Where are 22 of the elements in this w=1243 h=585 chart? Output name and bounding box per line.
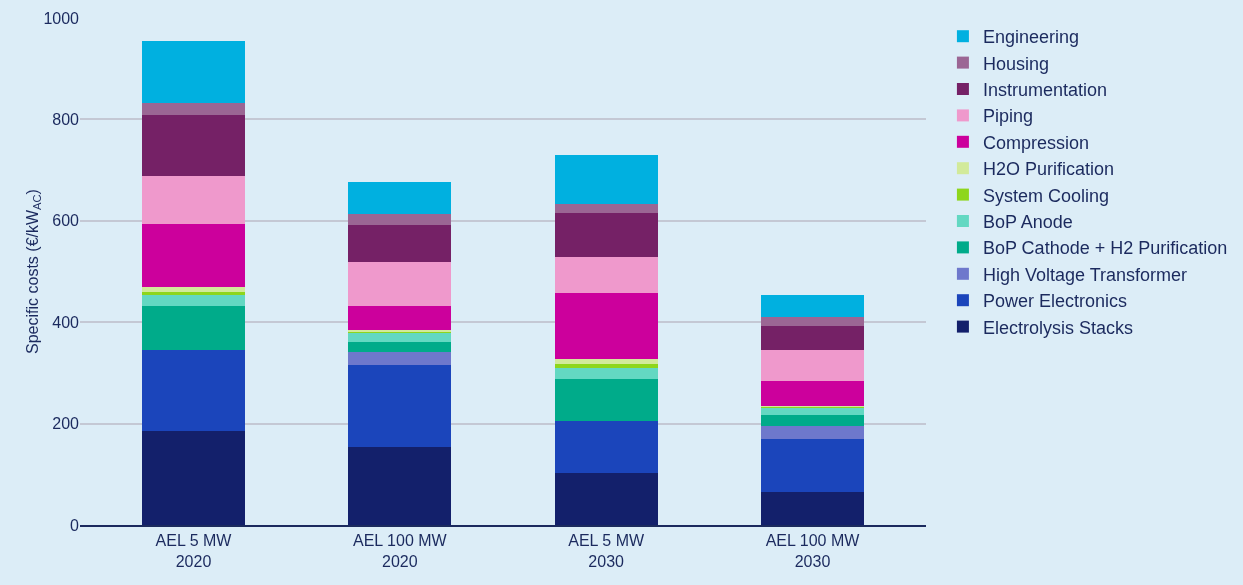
legend-label: Engineering [982, 27, 1079, 48]
legend-label: Electrolysis Stacks [982, 317, 1133, 338]
legend-label: BoP Anode [982, 212, 1073, 233]
legend-label: Instrumentation [982, 80, 1107, 101]
x-tick-label: AEL 5 MW 2030 [568, 532, 645, 570]
legend-label: BoP Cathode + H2 Purification [982, 238, 1228, 259]
y-tick-label: 800 [52, 111, 80, 128]
legend-label: System Cooling [982, 185, 1109, 206]
legend-label: Piping [982, 106, 1033, 127]
x-tick-label: AEL 100 MW 2020 [352, 532, 448, 570]
x-tick-label: AEL 5 MW 2020 [155, 532, 233, 570]
y-tick-label: 600 [52, 212, 80, 230]
legend-label: Compression [982, 132, 1089, 153]
legend-label: Housing [982, 53, 1049, 74]
legend-label: High Voltage Transformer [982, 264, 1188, 285]
y-tick-label: 0 [70, 516, 80, 534]
x-tick-label: AEL 100 MW 2030 [765, 532, 861, 570]
y-tick-label: 200 [52, 415, 80, 433]
y-tick-label: 1000 [43, 9, 80, 27]
y-tick-label: 400 [52, 313, 80, 331]
legend-label: H2O Purification [982, 159, 1114, 180]
legend-label: Power Electronics [982, 291, 1127, 312]
